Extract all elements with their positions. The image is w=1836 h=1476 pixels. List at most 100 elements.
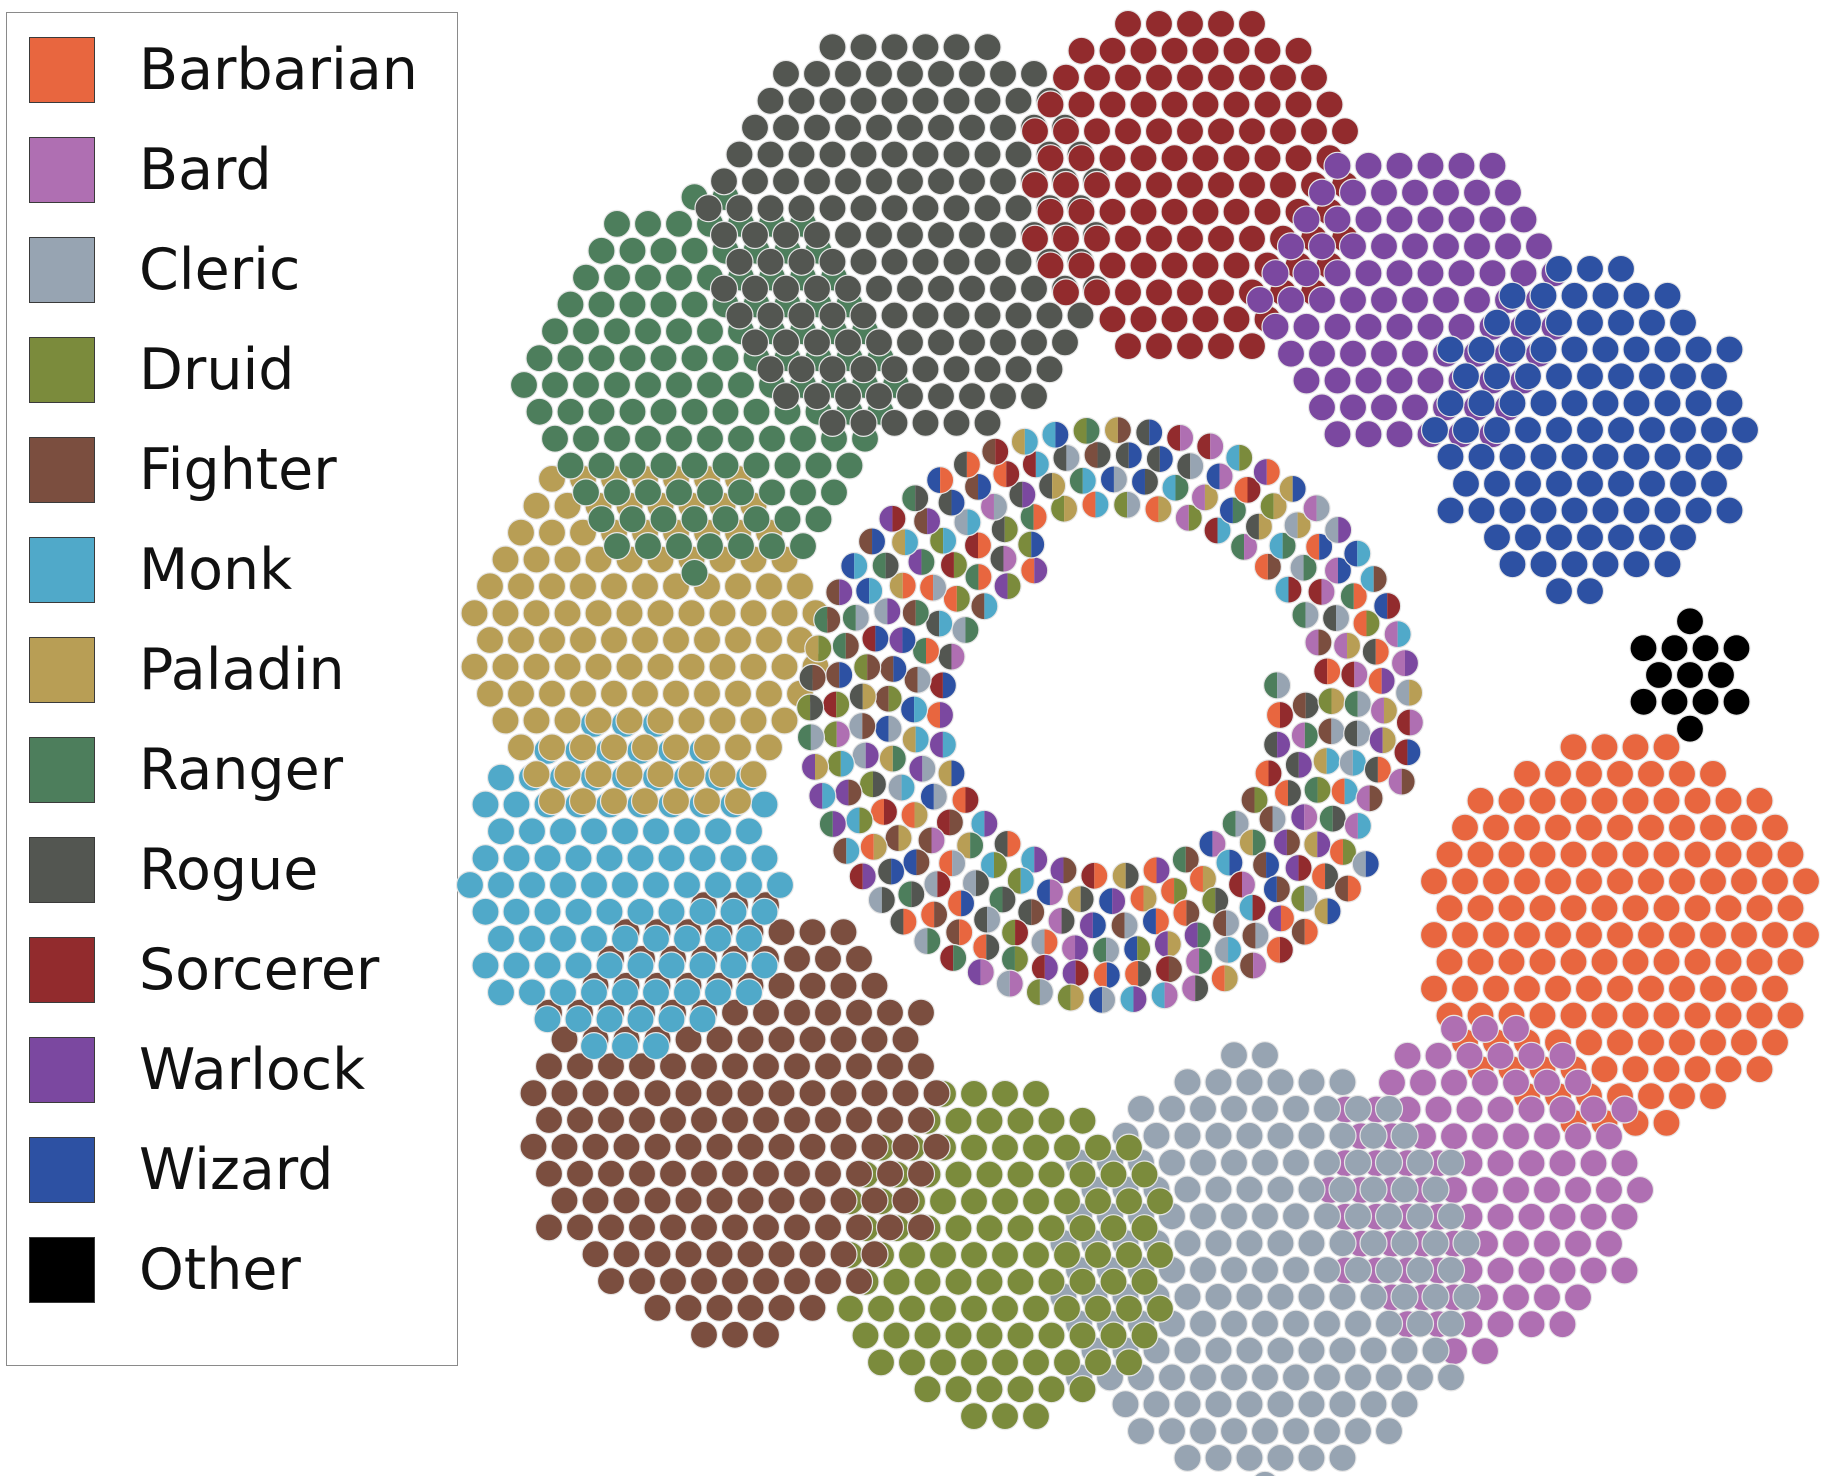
bubble-fighter[interactable] xyxy=(767,971,796,1000)
bubble-warlock[interactable] xyxy=(1385,151,1414,180)
bubble-sorcerer[interactable] xyxy=(1144,117,1174,146)
bubble-ranger[interactable] xyxy=(633,424,663,453)
bubble-bard[interactable] xyxy=(1548,1202,1577,1231)
bubble-cleric[interactable] xyxy=(1312,1416,1342,1446)
bubble-warlock[interactable] xyxy=(1369,285,1399,315)
bubble-ranger[interactable] xyxy=(587,451,616,480)
bubble-warlock[interactable] xyxy=(1323,259,1352,288)
bubble-paladin[interactable] xyxy=(661,786,691,816)
bubble-monk[interactable] xyxy=(672,870,702,900)
bubble-multiclass[interactable] xyxy=(1211,909,1241,938)
bubble-multiclass[interactable] xyxy=(800,752,830,781)
bubble-paladin[interactable] xyxy=(553,652,582,681)
bubble-druid[interactable] xyxy=(944,1375,973,1404)
bubble-other[interactable] xyxy=(1660,687,1689,716)
bubble-warlock[interactable] xyxy=(1354,151,1383,180)
bubble-other[interactable] xyxy=(1629,687,1658,716)
bubble-cleric[interactable] xyxy=(1188,1363,1218,1392)
bubble-barbarian[interactable] xyxy=(1605,813,1635,842)
bubble-druid[interactable] xyxy=(1068,1214,1097,1243)
bubble-wizard[interactable] xyxy=(1529,496,1558,525)
bubble-wizard[interactable] xyxy=(1606,415,1636,445)
bubble-fighter[interactable] xyxy=(565,1052,595,1081)
bubble-barbarian[interactable] xyxy=(1559,894,1588,923)
bubble-rogue[interactable] xyxy=(1035,301,1064,330)
bubble-multiclass[interactable] xyxy=(1190,483,1220,512)
bubble-paladin[interactable] xyxy=(584,599,613,628)
bubble-monk[interactable] xyxy=(610,870,640,900)
bubble-fighter[interactable] xyxy=(643,1240,672,1269)
bubble-fighter[interactable] xyxy=(860,1079,889,1108)
bubble-bard[interactable] xyxy=(1439,1014,1469,1044)
bubble-barbarian[interactable] xyxy=(1636,759,1666,789)
bubble-multiclass[interactable] xyxy=(859,832,888,861)
bubble-druid[interactable] xyxy=(1145,1240,1175,1270)
bubble-ranger[interactable] xyxy=(649,236,678,265)
bubble-sorcerer[interactable] xyxy=(1206,117,1236,146)
bubble-multiclass[interactable] xyxy=(1201,886,1230,915)
bubble-warlock[interactable] xyxy=(1276,232,1306,261)
bubble-barbarian[interactable] xyxy=(1543,759,1573,789)
bubble-multiclass[interactable] xyxy=(1150,981,1179,1010)
bubble-cleric[interactable] xyxy=(1312,1148,1342,1177)
bubble-wizard[interactable] xyxy=(1529,389,1558,418)
bubble-druid[interactable] xyxy=(928,1294,958,1323)
bubble-ranger[interactable] xyxy=(525,344,554,373)
bubble-multiclass[interactable] xyxy=(903,665,932,694)
bubble-cleric[interactable] xyxy=(1235,1336,1264,1365)
bubble-multiclass[interactable] xyxy=(918,573,948,602)
bubble-rogue[interactable] xyxy=(988,113,1018,142)
bubble-ranger[interactable] xyxy=(571,317,601,346)
bubble-bard[interactable] xyxy=(1610,1256,1639,1285)
bubble-ranger[interactable] xyxy=(633,478,663,507)
bubble-paladin[interactable] xyxy=(522,706,551,735)
bubble-paladin[interactable] xyxy=(615,652,644,681)
bubble-cleric[interactable] xyxy=(1219,1041,1249,1070)
bubble-fighter[interactable] xyxy=(767,1293,796,1323)
bubble-ranger[interactable] xyxy=(587,397,616,426)
bubble-ranger[interactable] xyxy=(556,451,585,480)
bubble-bard[interactable] xyxy=(1517,1149,1546,1178)
bubble-cleric[interactable] xyxy=(1374,1309,1404,1338)
bubble-multiclass[interactable] xyxy=(1078,911,1107,940)
bubble-wizard[interactable] xyxy=(1715,496,1744,525)
bubble-cleric[interactable] xyxy=(1266,1282,1295,1311)
bubble-bard[interactable] xyxy=(1548,1310,1577,1339)
bubble-barbarian[interactable] xyxy=(1636,1028,1666,1057)
bubble-druid[interactable] xyxy=(1052,1294,1082,1323)
bubble-sorcerer[interactable] xyxy=(1206,278,1236,307)
bubble-rogue[interactable] xyxy=(911,408,940,437)
bubble-druid[interactable] xyxy=(1006,1267,1035,1296)
bubble-multiclass[interactable] xyxy=(1181,974,1210,1003)
bubble-multiclass[interactable] xyxy=(1291,600,1320,630)
bubble-monk[interactable] xyxy=(626,897,655,926)
bubble-fighter[interactable] xyxy=(922,1079,951,1108)
bubble-wizard[interactable] xyxy=(1420,415,1450,445)
bubble-cleric[interactable] xyxy=(1297,1121,1326,1150)
bubble-multiclass[interactable] xyxy=(1310,862,1340,891)
bubble-ranger[interactable] xyxy=(726,424,756,453)
bubble-warlock[interactable] xyxy=(1261,312,1290,341)
bubble-paladin[interactable] xyxy=(723,572,753,601)
bubble-monk[interactable] xyxy=(517,870,547,900)
bubble-fighter[interactable] xyxy=(875,1213,905,1242)
bubble-multiclass[interactable] xyxy=(848,862,877,891)
bubble-fighter[interactable] xyxy=(813,998,843,1027)
bubble-sorcerer[interactable] xyxy=(1191,251,1220,280)
bubble-fighter[interactable] xyxy=(860,1132,889,1161)
bubble-cleric[interactable] xyxy=(1235,1175,1264,1204)
bubble-cleric[interactable] xyxy=(1452,1282,1481,1311)
bubble-sorcerer[interactable] xyxy=(1237,170,1267,200)
bubble-druid[interactable] xyxy=(882,1267,911,1296)
bubble-warlock[interactable] xyxy=(1292,366,1321,395)
bubble-wizard[interactable] xyxy=(1436,496,1465,525)
bubble-fighter[interactable] xyxy=(596,1213,626,1242)
bubble-ranger[interactable] xyxy=(726,370,756,400)
bubble-multiclass[interactable] xyxy=(1087,985,1117,1015)
bubble-barbarian[interactable] xyxy=(1559,1001,1588,1030)
bubble-fighter[interactable] xyxy=(720,1159,750,1188)
bubble-rogue[interactable] xyxy=(1004,247,1033,276)
bubble-fighter[interactable] xyxy=(860,1186,889,1215)
legend-item-fighter[interactable]: Fighter xyxy=(29,437,337,503)
bubble-ranger[interactable] xyxy=(556,397,585,426)
